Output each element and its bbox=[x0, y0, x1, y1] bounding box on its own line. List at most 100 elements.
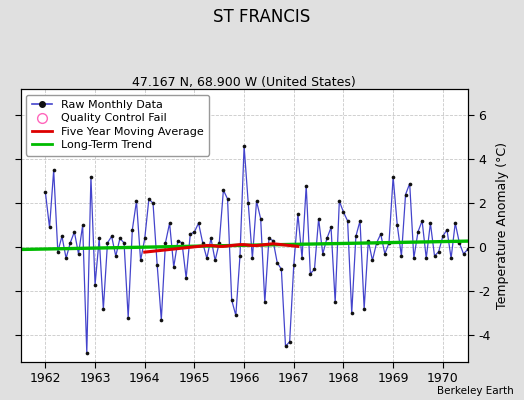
Point bbox=[443, 226, 451, 233]
Point bbox=[339, 209, 347, 215]
Point bbox=[62, 255, 70, 262]
Point bbox=[327, 224, 335, 231]
Point bbox=[347, 310, 356, 316]
Point bbox=[331, 299, 340, 306]
Point bbox=[434, 248, 443, 255]
Point bbox=[260, 299, 269, 306]
Point bbox=[244, 200, 253, 206]
Text: ST FRANCIS: ST FRANCIS bbox=[213, 8, 311, 26]
Point bbox=[467, 240, 476, 246]
Point bbox=[447, 255, 455, 262]
Point bbox=[132, 198, 140, 204]
Point bbox=[190, 229, 199, 235]
Point bbox=[58, 233, 66, 240]
Point bbox=[439, 233, 447, 240]
Point bbox=[83, 350, 91, 356]
Point bbox=[87, 174, 95, 180]
Point bbox=[157, 317, 166, 323]
Point bbox=[95, 235, 103, 242]
Point bbox=[314, 216, 323, 222]
Point bbox=[161, 240, 170, 246]
Point bbox=[310, 266, 319, 272]
Point bbox=[153, 262, 161, 268]
Point bbox=[215, 240, 223, 246]
Point bbox=[124, 314, 133, 321]
Point bbox=[451, 220, 460, 226]
Point bbox=[140, 235, 149, 242]
Point bbox=[364, 238, 373, 244]
Point bbox=[91, 282, 99, 288]
Point bbox=[46, 224, 54, 231]
Title: 47.167 N, 68.900 W (United States): 47.167 N, 68.900 W (United States) bbox=[132, 76, 356, 89]
Point bbox=[463, 246, 472, 253]
Point bbox=[393, 222, 401, 228]
Point bbox=[281, 343, 290, 349]
Point bbox=[41, 189, 50, 196]
Point bbox=[418, 218, 427, 224]
Point bbox=[256, 216, 265, 222]
Point bbox=[319, 251, 327, 257]
Point bbox=[302, 182, 310, 189]
Point bbox=[356, 218, 364, 224]
Point bbox=[66, 240, 74, 246]
Point bbox=[253, 198, 261, 204]
Point bbox=[269, 238, 277, 244]
Point bbox=[323, 235, 331, 242]
Point bbox=[120, 240, 128, 246]
Point bbox=[173, 238, 182, 244]
Point bbox=[343, 218, 352, 224]
Point bbox=[53, 248, 62, 255]
Point bbox=[223, 196, 232, 202]
Point bbox=[472, 235, 480, 242]
Point bbox=[79, 222, 87, 228]
Point bbox=[49, 167, 58, 174]
Point bbox=[484, 238, 493, 244]
Point bbox=[99, 306, 107, 312]
Point bbox=[373, 240, 381, 246]
Point bbox=[194, 220, 203, 226]
Point bbox=[335, 198, 344, 204]
Point bbox=[178, 240, 186, 246]
Point bbox=[401, 191, 410, 198]
Y-axis label: Temperature Anomaly (°C): Temperature Anomaly (°C) bbox=[496, 142, 509, 309]
Point bbox=[476, 231, 484, 237]
Point bbox=[203, 255, 211, 262]
Point bbox=[232, 312, 240, 319]
Point bbox=[103, 240, 112, 246]
Point bbox=[298, 255, 306, 262]
Point bbox=[352, 233, 360, 240]
Point bbox=[286, 338, 294, 345]
Point bbox=[170, 264, 178, 270]
Point bbox=[360, 306, 368, 312]
Point bbox=[410, 255, 418, 262]
Point bbox=[116, 235, 124, 242]
Point bbox=[236, 253, 244, 259]
Point bbox=[182, 275, 190, 281]
Point bbox=[406, 180, 414, 187]
Point bbox=[145, 196, 153, 202]
Point bbox=[149, 200, 157, 206]
Legend: Raw Monthly Data, Quality Control Fail, Five Year Moving Average, Long-Term Tren: Raw Monthly Data, Quality Control Fail, … bbox=[26, 94, 209, 156]
Point bbox=[136, 257, 145, 264]
Point bbox=[414, 229, 422, 235]
Point bbox=[107, 233, 116, 240]
Point bbox=[112, 253, 120, 259]
Point bbox=[422, 255, 430, 262]
Point bbox=[219, 187, 227, 193]
Point bbox=[460, 251, 468, 257]
Point bbox=[240, 143, 248, 149]
Point bbox=[128, 226, 137, 233]
Point bbox=[426, 220, 434, 226]
Point bbox=[377, 231, 385, 237]
Point bbox=[248, 255, 257, 262]
Point bbox=[74, 251, 83, 257]
Point bbox=[277, 266, 286, 272]
Point bbox=[70, 229, 79, 235]
Point bbox=[385, 240, 393, 246]
Point bbox=[480, 246, 488, 253]
Point bbox=[186, 231, 194, 237]
Point bbox=[430, 253, 439, 259]
Point bbox=[166, 220, 174, 226]
Point bbox=[211, 257, 220, 264]
Point bbox=[306, 270, 314, 277]
